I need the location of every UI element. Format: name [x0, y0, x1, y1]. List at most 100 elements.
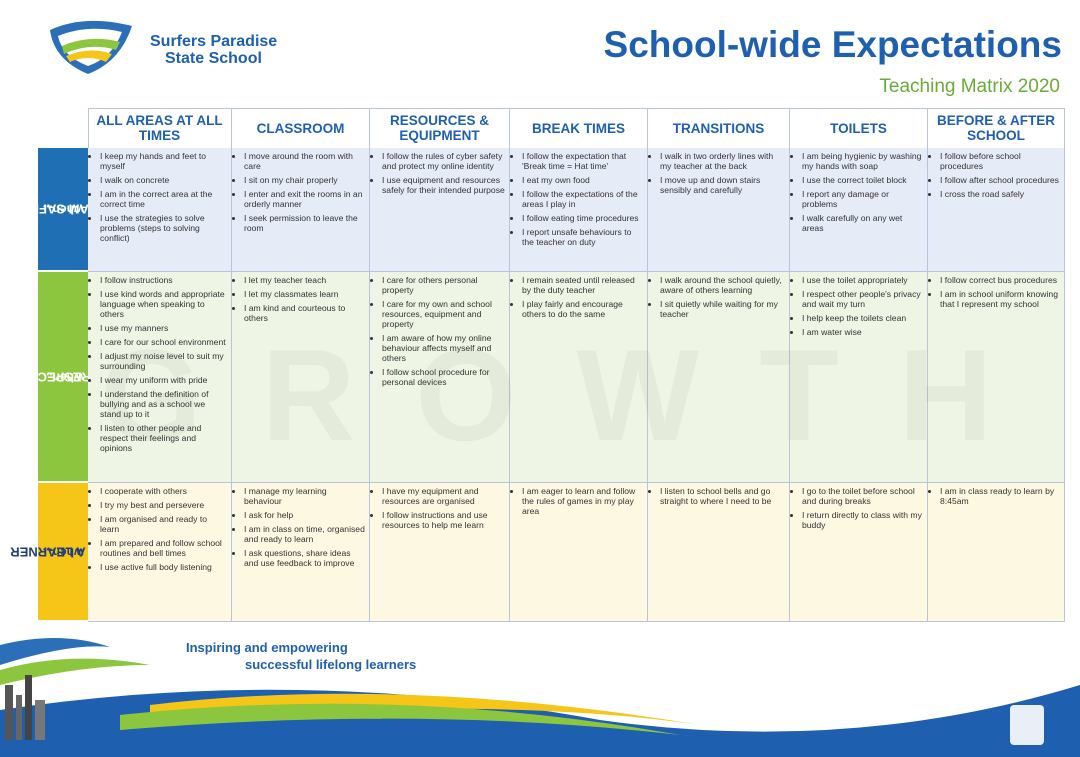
bullet-list: I keep my hands and feet to myself I walk… [92, 151, 227, 243]
column-header: TRANSITIONS [648, 108, 790, 148]
table-cell: I follow the expectation that 'Break tim… [510, 148, 648, 272]
column-header: BREAK TIMES [510, 108, 648, 148]
expectation: I am aware of how my online behaviour af… [382, 333, 505, 363]
expectation: I sit quietly while waiting for my teach… [660, 299, 785, 319]
expectation: I am eager to learn and follow the rules… [522, 486, 643, 516]
column-header: CLASSROOM [232, 108, 370, 148]
expectation: I use my manners [100, 323, 227, 333]
expectation: I eat my own food [522, 175, 643, 185]
table-cell: I use the toilet appropriately I respect … [790, 272, 928, 483]
table-cell: I follow instructions I use kind words an… [88, 272, 232, 483]
table-cell: I cooperate with others I try my best and… [88, 483, 232, 622]
expectation: I remain seated until released by the du… [522, 275, 643, 295]
expectation: I am prepared and follow school routines… [100, 538, 227, 558]
bullet-list: I walk in two orderly lines with my teac… [652, 151, 785, 195]
table-cell: I let my teacher teach I let my classmate… [232, 272, 370, 483]
expectation: I help keep the toilets clean [802, 313, 923, 323]
bullet-list: I care for others personal property I car… [374, 275, 505, 387]
table-cell: I follow the rules of cyber safety and p… [370, 148, 510, 272]
tagline: Inspiring and empowering [186, 640, 348, 655]
expectation: I care for my own and school resources, … [382, 299, 505, 329]
bullet-list: I have my equipment and resources are or… [374, 486, 505, 530]
table-cell: I keep my hands and feet to myself I walk… [88, 148, 232, 272]
expectation: I walk around the school quietly, aware … [660, 275, 785, 295]
table-cell: I walk in two orderly lines with my teac… [648, 148, 790, 272]
expectation: I listen to other people and respect the… [100, 423, 227, 453]
expectation: I cooperate with others [100, 486, 227, 496]
expectation: I follow the rules of cyber safety and p… [382, 151, 505, 171]
expectation: I am organised and ready to learn [100, 514, 227, 534]
row-label: I AM A LEARNER when... [10, 483, 116, 622]
expectation: I use equipment and resources safely for… [382, 175, 505, 195]
expectation: I report any damage or problems [802, 189, 923, 209]
expectation: I am kind and courteous to others [244, 303, 365, 323]
expectation: I use the strategies to solve problems (… [100, 213, 227, 243]
table-cell: I listen to school bells and go straight… [648, 483, 790, 622]
expectation: I report unsafe behaviours to the teache… [522, 227, 643, 247]
expectation: I follow instructions and use resources … [382, 510, 505, 530]
table-cell: I follow before school procedures I follo… [928, 148, 1065, 272]
expectation: I adjust my noise level to suit my surro… [100, 351, 227, 371]
expectation: I let my classmates learn [244, 289, 365, 299]
bullet-list: I am in class ready to learn by 8:45am [932, 486, 1060, 506]
bullet-list: I follow instructions I use kind words an… [92, 275, 227, 453]
expectation: I use kind words and appropriate languag… [100, 289, 227, 319]
expectation: I use the correct toilet block [802, 175, 923, 185]
expectation: I follow instructions [100, 275, 227, 285]
bullet-list: I am eager to learn and follow the rules… [514, 486, 643, 516]
bullet-list: I am being hygienic by washing my hands … [794, 151, 923, 233]
school-name: State School [165, 50, 262, 67]
bullet-list: I follow the rules of cyber safety and p… [374, 151, 505, 195]
expectation: I sit on my chair properly [244, 175, 365, 185]
expectation: I am in school uniform knowing that I re… [940, 289, 1060, 309]
table-cell: I am being hygienic by washing my hands … [790, 148, 928, 272]
table-cell: I am in class ready to learn by 8:45am [928, 483, 1065, 622]
expectation: I listen to school bells and go straight… [660, 486, 785, 506]
page-title: School-wide Expectations [603, 24, 1062, 65]
expectation: I go to the toilet before school and dur… [802, 486, 923, 506]
expectation: I enter and exit the rooms in an orderly… [244, 189, 365, 209]
expectation: I move around the room with care [244, 151, 365, 171]
bullet-list: I walk around the school quietly, aware … [652, 275, 785, 319]
row-label: I AM SAFE when... [30, 148, 96, 272]
expectation: I seek permission to leave the room [244, 213, 365, 233]
expectation: I keep my hands and feet to myself [100, 151, 227, 171]
expectation: I wear my uniform with pride [100, 375, 227, 385]
expectation: I return directly to class with my buddy [802, 510, 923, 530]
expectation: I follow eating time procedures [522, 213, 643, 223]
expectation: I follow before school procedures [940, 151, 1060, 171]
subtitle: Teaching Matrix 2020 [879, 76, 1060, 97]
table-cell: I follow correct bus procedures I am in s… [928, 272, 1065, 483]
bullet-list: I follow correct bus procedures I am in s… [932, 275, 1060, 309]
bullet-list: I cooperate with others I try my best and… [92, 486, 227, 572]
bullet-list: I remain seated until released by the du… [514, 275, 643, 319]
expectation: I am in the correct area at the correct … [100, 189, 227, 209]
column-header: ALL AREAS AT ALL TIMES [88, 108, 232, 148]
column-header: TOILETS [790, 108, 928, 148]
expectation: I move up and down stairs sensibly and c… [660, 175, 785, 195]
tagline: successful lifelong learners [245, 657, 417, 672]
table-cell: I move around the room with care I sit on… [232, 148, 370, 272]
expectation: I have my equipment and resources are or… [382, 486, 505, 506]
column-header: RESOURCES & EQUIPMENT [370, 108, 510, 148]
table-cell: I go to the toilet before school and dur… [790, 483, 928, 622]
expectation: I am water wise [802, 327, 923, 337]
bullet-list: I let my teacher teach I let my classmate… [236, 275, 365, 323]
expectation: I manage my learning behaviour [244, 486, 365, 506]
row-label-sub: when... [42, 545, 84, 559]
row-label-sub: when... [42, 202, 84, 217]
expectation: I care for others personal property [382, 275, 505, 295]
bullet-list: I move around the room with care I sit on… [236, 151, 365, 233]
expectation: I am in class on time, organised and rea… [244, 524, 365, 544]
expectation: I care for our school environment [100, 337, 227, 347]
table-cell: I have my equipment and resources are or… [370, 483, 510, 622]
expectation: I respect other people's privacy and wai… [802, 289, 923, 309]
table-cell: I walk around the school quietly, aware … [648, 272, 790, 483]
school-logo [50, 20, 132, 74]
expectation: I walk carefully on any wet areas [802, 213, 923, 233]
expectation: I play fairly and encourage others to do… [522, 299, 643, 319]
expectation: I walk on concrete [100, 175, 227, 185]
expectation: I ask questions, share ideas and use fee… [244, 548, 365, 568]
expectation: I ask for help [244, 510, 365, 520]
